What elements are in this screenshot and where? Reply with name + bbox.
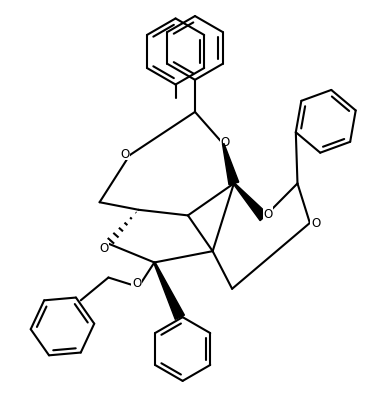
Text: O: O: [99, 242, 108, 254]
Polygon shape: [223, 145, 239, 185]
Polygon shape: [233, 183, 268, 221]
Text: O: O: [311, 217, 320, 230]
Text: O: O: [121, 147, 129, 160]
Text: O: O: [221, 136, 230, 149]
Polygon shape: [154, 263, 184, 320]
Text: O: O: [263, 207, 273, 221]
Text: O: O: [132, 276, 141, 289]
